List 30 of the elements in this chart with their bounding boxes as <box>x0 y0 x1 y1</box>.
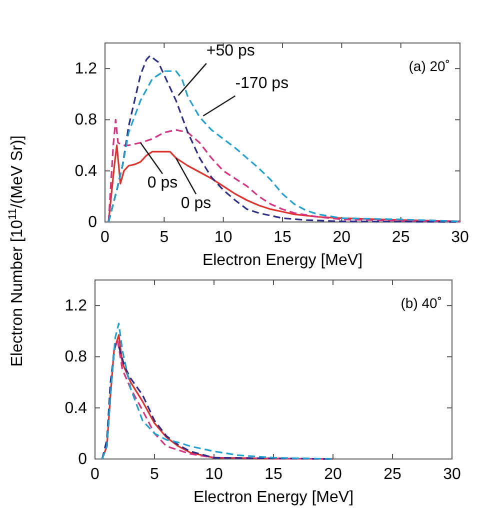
x-tick-label: 30 <box>443 466 461 483</box>
x-tick-label: 5 <box>150 466 160 483</box>
x-tick-label: 10 <box>214 229 232 246</box>
x-axis-title: Electron Energy [MeV] <box>202 252 363 269</box>
y-tick-label: 0.4 <box>74 162 98 180</box>
x-tick-label: 10 <box>205 466 223 483</box>
annotation: 0 ps <box>180 195 212 212</box>
y-tick-label: 0 <box>88 214 98 231</box>
x-tick-label: 25 <box>392 229 410 246</box>
x-axis-title: Electron Energy [MeV] <box>193 489 354 506</box>
y-tick-label: 1.2 <box>74 60 98 78</box>
annotation: +50 ps <box>206 42 255 60</box>
line-series <box>108 118 461 223</box>
y-tick-label: 0.8 <box>64 348 88 366</box>
y-tick-label: 0.8 <box>74 112 98 129</box>
y-tick-label: 0.4 <box>64 400 88 417</box>
x-tick-label: 5 <box>160 229 169 246</box>
y-tick-label: 0 <box>78 451 88 468</box>
x-tick-label: 30 <box>451 229 469 246</box>
x-tick-label: 15 <box>274 229 292 246</box>
x-tick-label: 20 <box>324 466 342 483</box>
x-tick-label: 20 <box>332 229 351 246</box>
x-tick-label: 0 <box>100 229 110 246</box>
annotation: 0 ps <box>147 174 178 192</box>
y-tick-label: 1.2 <box>64 298 88 315</box>
x-tick-label: 15 <box>264 466 282 483</box>
x-tick-label: 25 <box>384 466 402 483</box>
annotation: (b) 40˚ <box>400 295 442 311</box>
annotation: (a) 20˚ <box>408 58 450 74</box>
annotation: -170 ps <box>235 74 289 92</box>
